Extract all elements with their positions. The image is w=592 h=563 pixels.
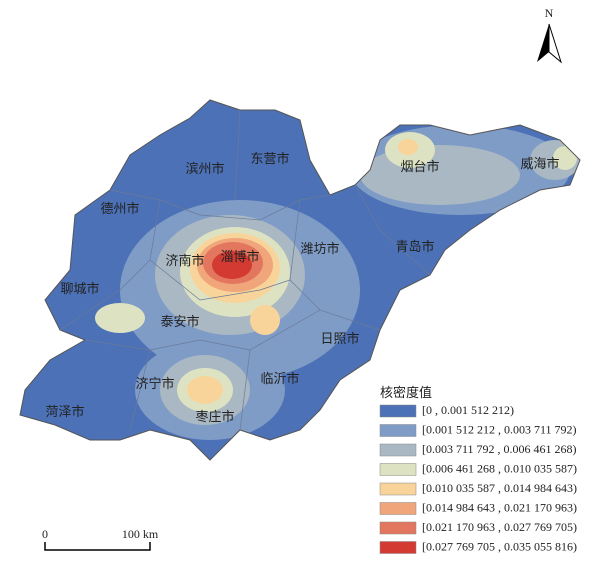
- legend-label: [0.001 512 212 , 0.003 711 792): [422, 422, 577, 436]
- city-label: 聊城市: [60, 281, 99, 296]
- city-label: 济宁市: [135, 376, 174, 391]
- legend: 核密度值 [0 , 0.001 512 212) [0.001 512 212 ,…: [379, 385, 577, 554]
- city-label: 日照市: [320, 331, 359, 346]
- city-label: 潍坊市: [300, 241, 339, 256]
- city-label: 青岛市: [395, 239, 434, 254]
- legend-swatch: [379, 502, 417, 515]
- scale-bar: 0 100 km: [42, 527, 159, 551]
- city-label: 烟台市: [400, 159, 439, 174]
- north-label: N: [545, 6, 554, 20]
- legend-swatch: [379, 463, 417, 476]
- city-label: 临沂市: [260, 371, 299, 386]
- city-label: 泰安市: [160, 314, 199, 329]
- city-label: 东营市: [250, 151, 289, 166]
- legend-swatch: [379, 482, 417, 496]
- north-arrow: N: [537, 6, 562, 64]
- city-label: 德州市: [100, 201, 139, 216]
- legend-swatch: [379, 404, 417, 418]
- city-label: 淄博市: [220, 249, 259, 264]
- scale-end: 100 km: [122, 527, 159, 541]
- legend-label: [0.010 035 587 , 0.014 984 643): [422, 481, 577, 495]
- legend-swatch: [379, 521, 417, 535]
- legend-label: [0.006 461 268 , 0.010 035 587): [422, 461, 577, 475]
- legend-label: [0 , 0.001 512 212): [422, 403, 514, 417]
- scale-start: 0: [42, 527, 48, 541]
- legend-label: [0.003 711 792 , 0.006 461 268): [422, 442, 577, 456]
- legend-label: [0.027 769 705 , 0.035 055 816): [422, 539, 577, 553]
- city-label: 济南市: [165, 253, 204, 268]
- city-label: 枣庄市: [195, 409, 234, 424]
- legend-label: [0.014 984 643 , 0.021 170 963): [422, 500, 577, 514]
- legend-swatch: [379, 541, 417, 554]
- city-label: 威海市: [520, 156, 559, 171]
- city-label: 滨州市: [185, 161, 224, 176]
- legend-swatch: [379, 424, 417, 437]
- legend-label: [0.021 170 963 , 0.027 769 705): [422, 520, 577, 534]
- city-label: 菏泽市: [45, 404, 84, 419]
- legend-title: 核密度值: [380, 385, 432, 400]
- legend-swatch: [379, 443, 417, 457]
- boundaries: [59, 109, 431, 431]
